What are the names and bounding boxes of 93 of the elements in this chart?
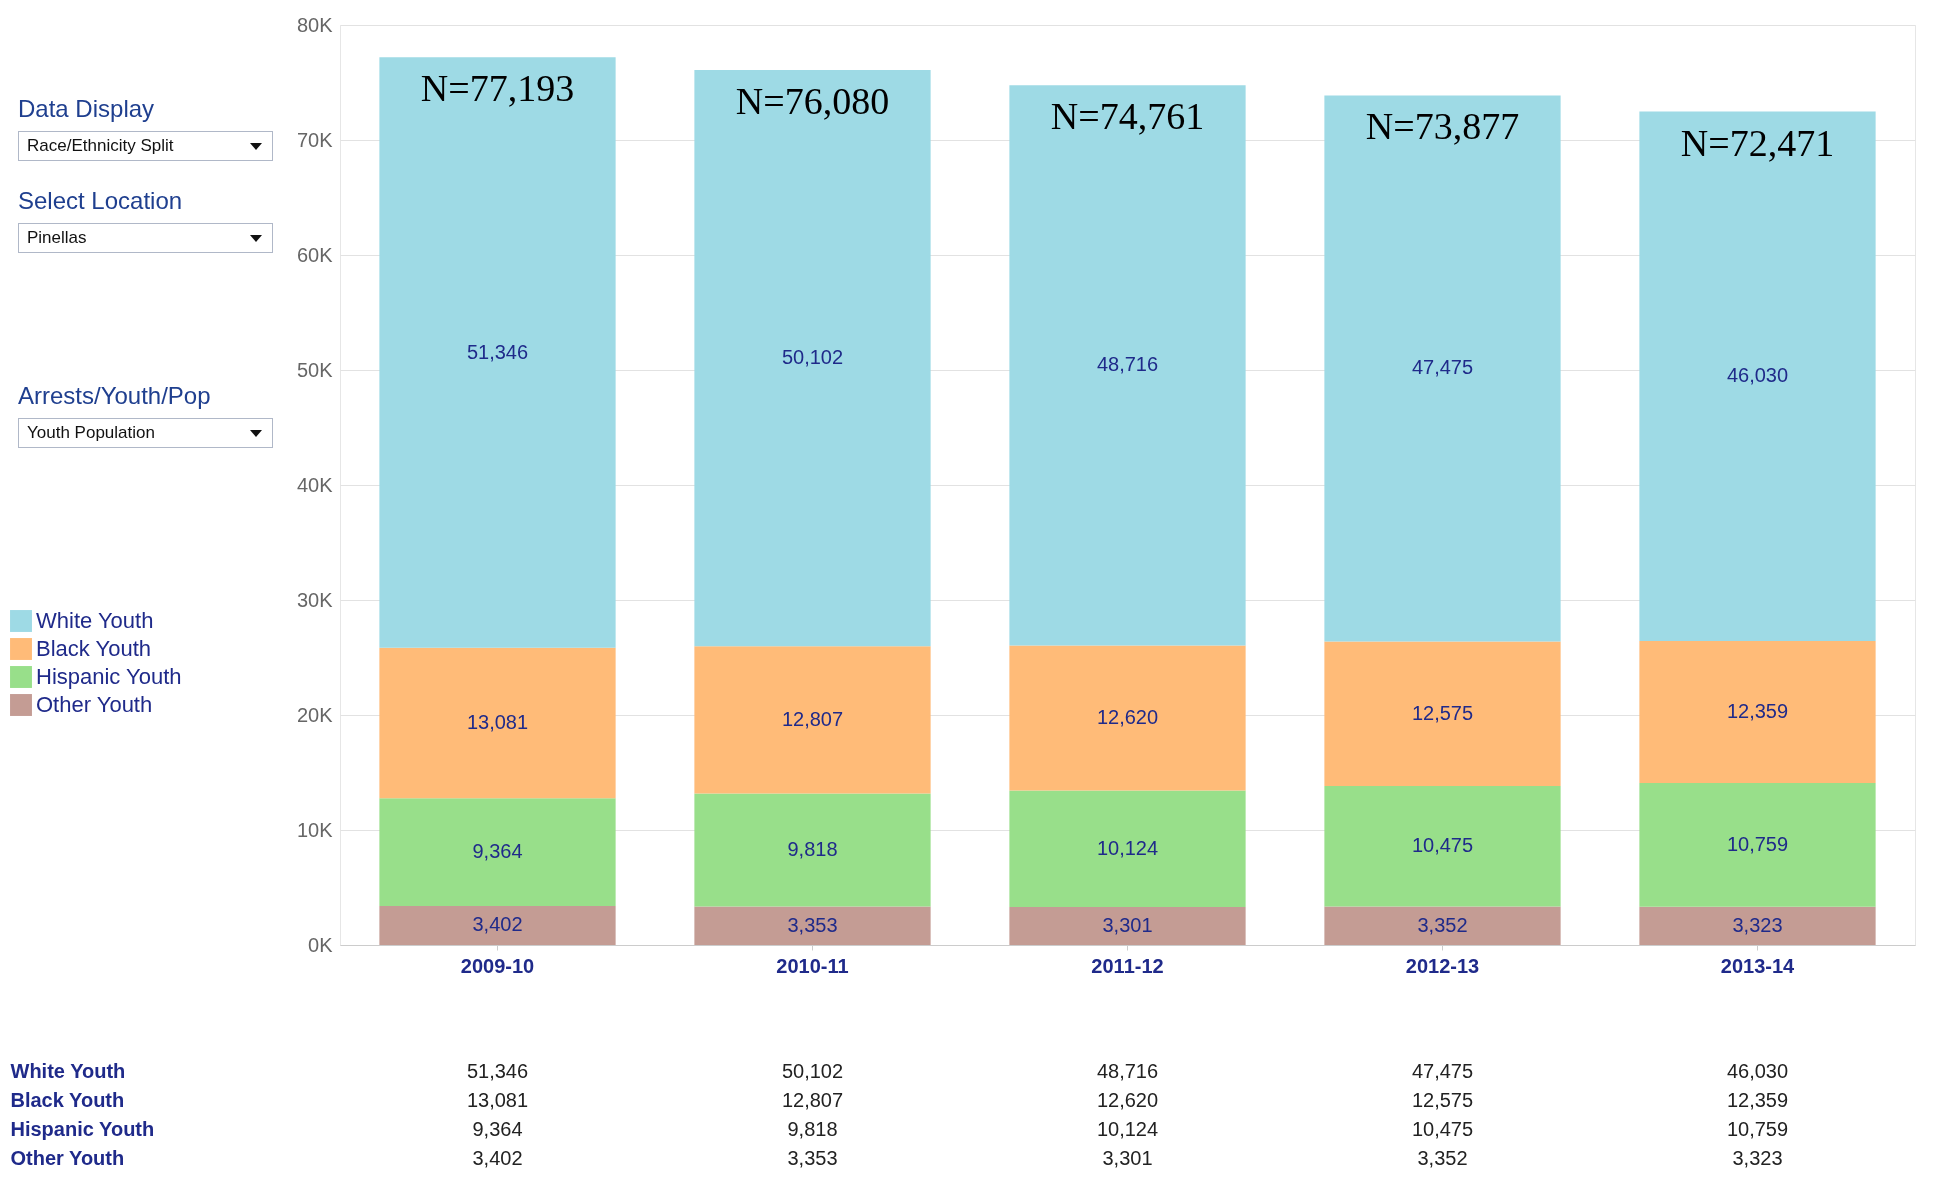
- bar: [1324, 641, 1561, 786]
- y-tick-label: 30K: [296, 588, 334, 611]
- data-label: 9,364: [472, 1117, 523, 1140]
- data-label: 10,124: [1096, 1117, 1159, 1140]
- text: 10,124: [1096, 836, 1159, 859]
- bar: [379, 647, 616, 799]
- data-label: 46,030: [1726, 1059, 1789, 1082]
- bar: [379, 905, 616, 945]
- bar: [1009, 907, 1246, 945]
- legend-label: Hispanic Youth: [36, 664, 182, 689]
- y-tick-label: 70K: [296, 128, 334, 151]
- data-label: 9,818: [787, 1117, 838, 1140]
- total-label: N=72,471: [1680, 121, 1835, 164]
- text: 9,818: [787, 837, 838, 860]
- data-label: 12,575: [1411, 1088, 1474, 1111]
- legend-label: Other Youth: [36, 692, 153, 717]
- data-label: 47,475: [1411, 1059, 1474, 1082]
- bar: [1639, 906, 1876, 945]
- y-tick-label: 10K: [296, 818, 334, 841]
- y-tick-label: 40K: [296, 473, 334, 496]
- data-label: 3,323: [1732, 1146, 1783, 1169]
- dropdown-field: Race/Ethnicity Split: [18, 131, 273, 161]
- x-tick-label: 2013-14: [1720, 954, 1796, 977]
- text: Data Display: [18, 95, 155, 123]
- data-label: 12,359: [1726, 1088, 1789, 1111]
- data-label: 3,402: [472, 1146, 523, 1169]
- text: Hispanic Youth: [10, 1118, 155, 1140]
- text: 3,353: [787, 913, 838, 936]
- text: 12,807: [781, 707, 844, 730]
- data-label: 51,346: [466, 1059, 529, 1082]
- text: 3,301: [1102, 914, 1153, 937]
- bar: [1324, 785, 1561, 907]
- bar: [1324, 95, 1561, 642]
- bar: [1009, 645, 1246, 791]
- y-tick-label: 20K: [296, 703, 334, 726]
- text: 9,364: [472, 840, 523, 863]
- text: White Youth: [10, 1060, 126, 1082]
- x-tick-label: 2009-10: [460, 954, 535, 977]
- data-label: 10,475: [1411, 1117, 1474, 1140]
- text: Arrests/Youth/Pop: [18, 382, 211, 410]
- text: 12,575: [1411, 701, 1474, 724]
- data-label: 48,716: [1096, 1059, 1159, 1082]
- y-tick-label: 80K: [296, 13, 334, 36]
- data-label: 12,620: [1096, 1088, 1159, 1111]
- bar: [1009, 790, 1246, 908]
- x-tick-label: 2012-13: [1405, 954, 1480, 977]
- x-tick-label: 2010-11: [776, 954, 849, 977]
- text: 12,620: [1096, 706, 1159, 729]
- legend-label: White Youth: [36, 608, 154, 633]
- bar: [694, 906, 931, 945]
- y-tick-label: 50K: [296, 358, 334, 381]
- total-label: N=76,080: [735, 80, 890, 123]
- text: 50,102: [781, 346, 844, 369]
- data-label: 10,759: [1726, 1117, 1789, 1140]
- bar: [1639, 111, 1876, 641]
- bar: [694, 70, 931, 647]
- text: Black Youth: [10, 1089, 125, 1111]
- legend-label: Black Youth: [36, 636, 151, 661]
- text: 12,359: [1726, 699, 1789, 722]
- text: 3,323: [1732, 913, 1783, 936]
- text: 13,081: [466, 710, 529, 733]
- data-label: 12,807: [781, 1088, 844, 1111]
- text: 3,402: [472, 913, 523, 936]
- data-label: 3,352: [1417, 1146, 1468, 1169]
- data-label: 13,081: [466, 1088, 529, 1111]
- text: 10,759: [1726, 832, 1789, 855]
- dropdown-field: Pinellas: [18, 223, 273, 253]
- bar: [379, 798, 616, 906]
- text: 51,346: [466, 340, 529, 363]
- y-tick-label: 0K: [308, 933, 334, 956]
- text: Other Youth: [10, 1147, 125, 1169]
- text: 47,475: [1411, 356, 1474, 379]
- y-tick-label: 60K: [296, 243, 334, 266]
- bar: [1639, 783, 1876, 907]
- data-label: 50,102: [781, 1059, 844, 1082]
- dropdown-field: Youth Population: [18, 418, 273, 448]
- data-label: 3,301: [1102, 1146, 1153, 1169]
- text: 46,030: [1726, 364, 1789, 387]
- bar: [694, 646, 931, 794]
- text: 10,475: [1411, 834, 1474, 857]
- bar: [694, 793, 931, 907]
- text: Select Location: [18, 187, 183, 215]
- x-tick-label: 2011-12: [1091, 954, 1164, 977]
- bar: [1324, 906, 1561, 945]
- bar: [1009, 85, 1246, 646]
- total-label: N=73,877: [1365, 105, 1520, 148]
- total-label: N=77,193: [420, 67, 575, 110]
- data-label: 3,353: [787, 1146, 838, 1169]
- text: 48,716: [1096, 353, 1159, 376]
- total-label: N=74,761: [1050, 95, 1205, 138]
- text: 3,352: [1417, 913, 1468, 936]
- bar: [379, 57, 616, 648]
- bar: [1639, 640, 1876, 784]
